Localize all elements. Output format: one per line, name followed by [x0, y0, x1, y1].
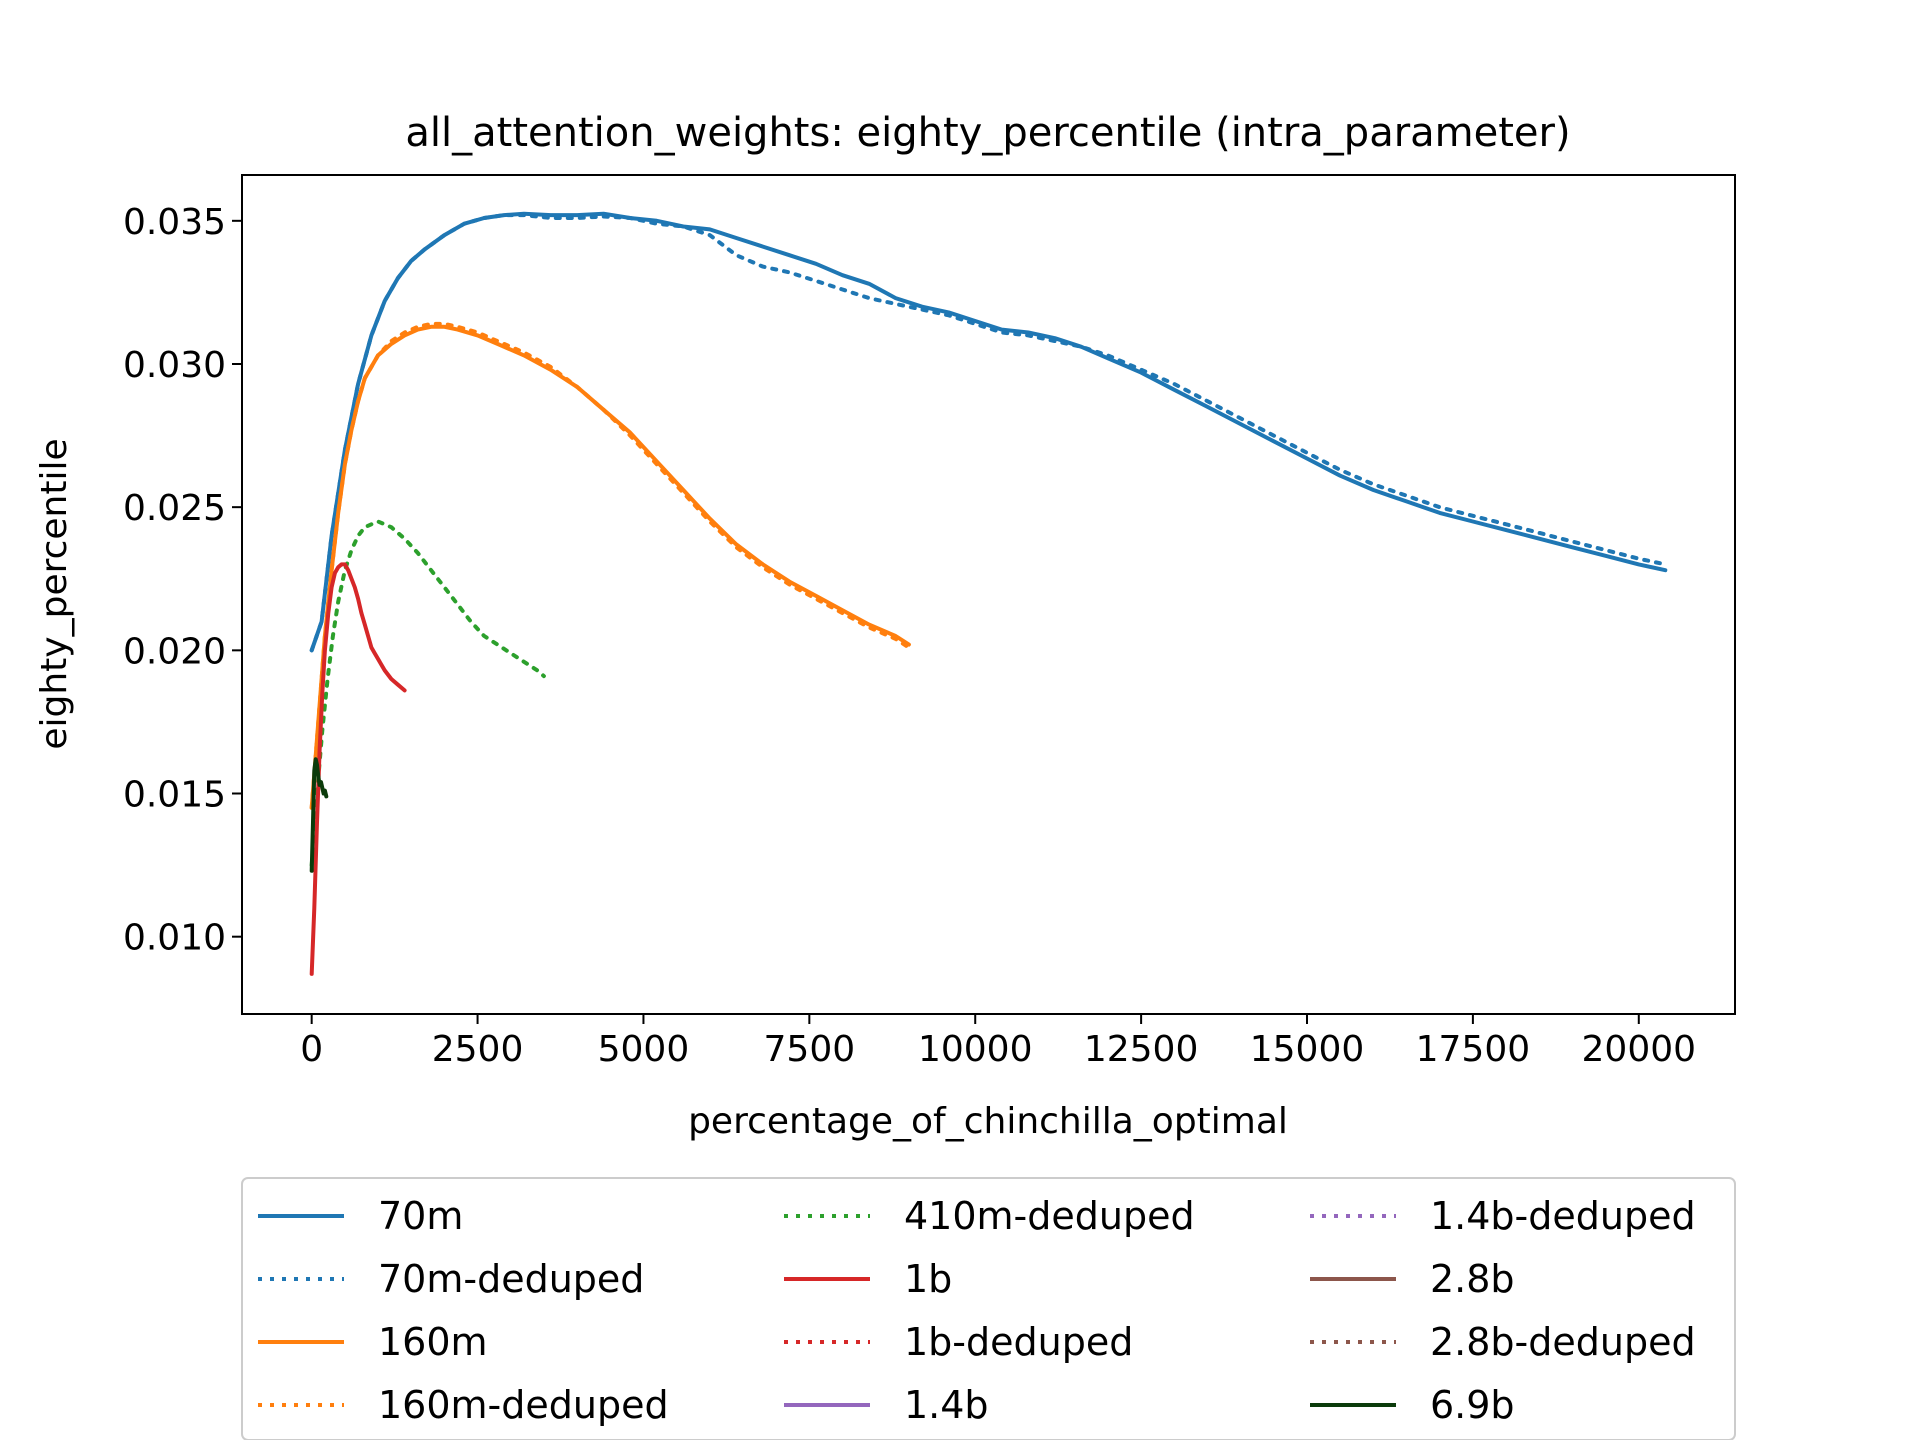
legend-label: 70m-deduped: [378, 1257, 644, 1301]
y-tick-label: 0.015: [123, 775, 226, 816]
series-line-4: [309, 519, 546, 868]
plot-frame: [241, 174, 1736, 1015]
legend-label: 160m-deduped: [378, 1383, 669, 1427]
y-axis: 0.010 0.015 0.020 0.025 0.030 0.035: [123, 202, 242, 959]
x-tick-label: 0: [300, 1029, 323, 1070]
x-tick-label: 5000: [598, 1029, 690, 1070]
x-tick-label: 2500: [432, 1029, 524, 1070]
legend: 70m 70m-deduped 160m 160m-deduped 410m-dedup…: [258, 1194, 1696, 1427]
legend-label: 160m: [378, 1320, 488, 1364]
series-line-1: [309, 213, 1668, 653]
legend-label: 2.8b: [1430, 1257, 1515, 1301]
x-axis: 0 2500 5000 7500 10000 12500 15000 17500 20000: [300, 1014, 1696, 1070]
chart-title: all_attention_weights: eighty_percentile…: [405, 110, 1570, 156]
legend-label: 70m: [378, 1194, 463, 1238]
y-tick-label: 0.025: [123, 488, 226, 529]
series-line-0: [309, 211, 1668, 653]
legend-label: 1b: [904, 1257, 952, 1301]
x-tick-label: 12500: [1084, 1029, 1199, 1070]
legend-label: 1.4b: [904, 1383, 989, 1427]
x-tick-label: 10000: [918, 1029, 1033, 1070]
x-tick-label: 15000: [1250, 1029, 1365, 1070]
x-tick-label: 17500: [1416, 1029, 1531, 1070]
series-line-5: [309, 562, 407, 976]
legend-label: 1b-deduped: [904, 1320, 1133, 1364]
y-tick-label: 0.035: [123, 202, 226, 243]
series-line-2: [309, 324, 911, 810]
x-tick-label: 20000: [1582, 1029, 1697, 1070]
legend-label: 2.8b-deduped: [1430, 1320, 1696, 1364]
plot-lines: [309, 211, 1668, 976]
legend-label: 410m-deduped: [904, 1194, 1195, 1238]
y-tick-label: 0.030: [123, 345, 226, 386]
y-axis-label: eighty_percentile: [34, 438, 75, 749]
legend-label: 6.9b: [1430, 1383, 1515, 1427]
y-tick-label: 0.010: [123, 918, 226, 959]
x-axis-label: percentage_of_chinchilla_optimal: [688, 1101, 1288, 1142]
x-tick-label: 7500: [764, 1029, 856, 1070]
series-line-11: [309, 757, 329, 873]
y-tick-label: 0.020: [123, 631, 226, 672]
series-line-3: [309, 321, 911, 810]
legend-label: 1.4b-deduped: [1430, 1194, 1696, 1238]
